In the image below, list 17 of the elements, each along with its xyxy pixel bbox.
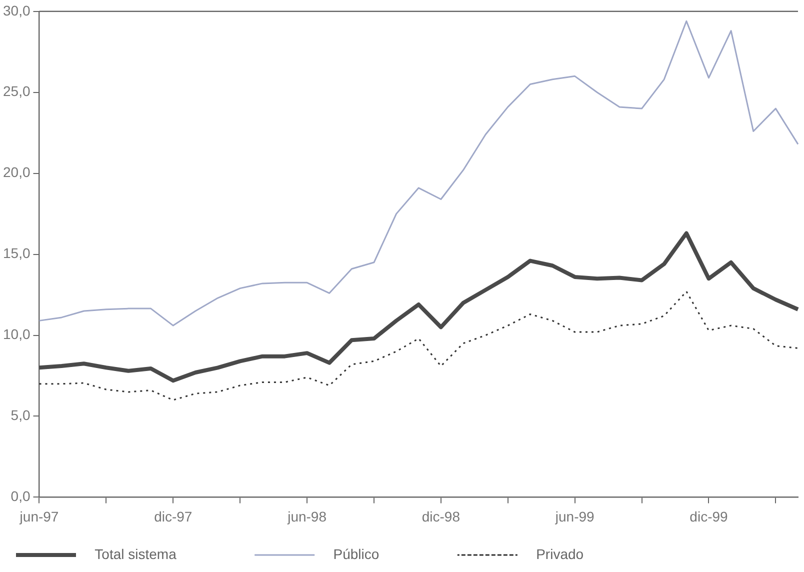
y-tick-label: 15,0 [3,245,30,262]
x-tick-label: dic-98 [422,508,460,524]
y-tick-label: 20,0 [3,164,30,180]
x-tick-label: jun-99 [554,508,595,524]
x-tick-label: jun-98 [286,508,327,524]
x-tick-label: dic-97 [154,508,192,524]
y-tick-label: 10,0 [3,326,30,342]
line-series [38,290,799,401]
x-tick-label: dic-99 [690,508,728,524]
y-tick-label: 30,0 [3,2,30,18]
y-tick-label: 25,0 [3,83,30,100]
y-tick-label: 5,0 [10,407,30,424]
x-tick-label: jun-97 [18,508,59,524]
y-tick-label: 0,0 [10,488,30,504]
legend-label: Total sistema [83,546,239,562]
legend-label: Público [322,546,442,562]
legend-label: Privado [524,546,646,562]
